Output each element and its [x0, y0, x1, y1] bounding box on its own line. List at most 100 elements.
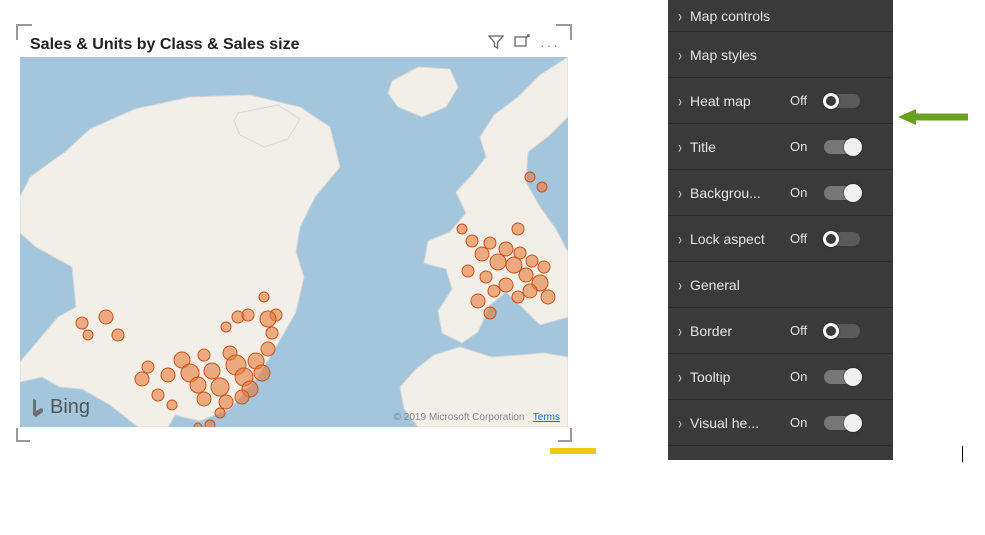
map-svg [20, 57, 568, 427]
panel-row-border[interactable]: ›BorderOff [668, 308, 893, 354]
data-bubble[interactable] [519, 268, 533, 282]
data-bubble[interactable] [484, 307, 496, 319]
panel-row-label: General [690, 277, 790, 293]
data-bubble[interactable] [512, 223, 524, 235]
panel-row-heat-map[interactable]: ›Heat mapOff [668, 78, 893, 124]
bing-label: Bing [50, 396, 90, 419]
panel-row-backgrou[interactable]: ›Backgrou...On [668, 170, 893, 216]
data-bubble[interactable] [167, 400, 177, 410]
data-bubble[interactable] [204, 363, 220, 379]
data-bubble[interactable] [215, 408, 225, 418]
toggle-switch[interactable] [824, 140, 860, 154]
data-bubble[interactable] [514, 247, 526, 259]
toggle-switch[interactable] [824, 186, 860, 200]
data-bubble[interactable] [523, 284, 537, 298]
toggle-knob [823, 323, 839, 339]
data-bubble[interactable] [462, 265, 474, 277]
chevron-right-icon: › [678, 413, 682, 433]
arrow-annotation [898, 108, 968, 126]
data-bubble[interactable] [161, 368, 175, 382]
toggle-knob [823, 93, 839, 109]
toggle-switch[interactable] [824, 94, 860, 108]
data-bubble[interactable] [242, 309, 254, 321]
data-bubble[interactable] [471, 294, 485, 308]
data-bubble[interactable] [475, 247, 489, 261]
data-bubble[interactable] [260, 311, 276, 327]
data-bubble[interactable] [152, 389, 164, 401]
data-bubble[interactable] [205, 420, 215, 427]
toggle-knob [844, 184, 862, 202]
map-canvas[interactable]: Bing © 2019 Microsoft Corporation Terms [20, 57, 568, 427]
data-bubble[interactable] [211, 378, 229, 396]
panel-row-map-controls[interactable]: ›Map controls [668, 0, 893, 32]
toggle-state-text: Off [790, 93, 816, 108]
panel-row-label: Border [690, 323, 790, 339]
chevron-right-icon: › [678, 275, 682, 295]
data-bubble[interactable] [259, 292, 269, 302]
panel-row-label: Tooltip [690, 369, 790, 385]
data-bubble[interactable] [76, 317, 88, 329]
chevron-right-icon: › [678, 367, 682, 387]
toggle-switch[interactable] [824, 324, 860, 338]
data-bubble[interactable] [499, 242, 513, 256]
toggle-switch[interactable] [824, 232, 860, 246]
data-bubble[interactable] [197, 392, 211, 406]
filter-icon[interactable] [488, 34, 504, 55]
data-bubble[interactable] [457, 224, 467, 234]
data-bubble[interactable] [112, 329, 124, 341]
toggle-switch[interactable] [824, 370, 860, 384]
data-bubble[interactable] [221, 322, 231, 332]
focus-mode-icon[interactable] [514, 34, 530, 55]
data-bubble[interactable] [83, 330, 93, 340]
panel-row-visual-he[interactable]: ›Visual he...On [668, 400, 893, 446]
data-bubble[interactable] [537, 182, 547, 192]
panel-row-label: Backgrou... [690, 185, 790, 201]
format-panel: ›Map controls›Map styles›Heat mapOff›Tit… [668, 0, 893, 460]
data-bubble[interactable] [526, 255, 538, 267]
panel-row-label: Title [690, 139, 790, 155]
toggle-state-text: On [790, 185, 816, 200]
data-bubble[interactable] [488, 285, 500, 297]
data-bubble[interactable] [261, 342, 275, 356]
data-bubble[interactable] [541, 290, 555, 304]
terms-link[interactable]: Terms [533, 412, 560, 423]
chevron-right-icon: › [678, 6, 682, 26]
data-bubble[interactable] [266, 327, 278, 339]
data-bubble[interactable] [135, 372, 149, 386]
data-bubble[interactable] [499, 278, 513, 292]
data-bubble[interactable] [490, 254, 506, 270]
panel-row-map-styles[interactable]: ›Map styles [668, 32, 893, 78]
panel-row-tooltip[interactable]: ›TooltipOn [668, 354, 893, 400]
panel-row-title[interactable]: ›TitleOn [668, 124, 893, 170]
landmass [388, 67, 458, 117]
selection-corner-br [558, 428, 572, 442]
data-bubble[interactable] [235, 390, 249, 404]
visual-header: Sales & Units by Class & Sales size ··· [20, 28, 568, 57]
yellow-accent-strip [550, 448, 596, 454]
data-bubble[interactable] [198, 349, 210, 361]
data-bubble[interactable] [194, 423, 202, 427]
data-bubble[interactable] [99, 310, 113, 324]
panel-row-label: Heat map [690, 93, 790, 109]
visual-header-icons: ··· [488, 34, 560, 55]
data-bubble[interactable] [142, 361, 154, 373]
data-bubble[interactable] [512, 291, 524, 303]
landmass [20, 95, 340, 427]
data-bubble[interactable] [254, 365, 270, 381]
data-bubble[interactable] [525, 172, 535, 182]
panel-row-lock-aspect[interactable]: ›Lock aspectOff [668, 216, 893, 262]
data-bubble[interactable] [219, 395, 233, 409]
toggle-knob [844, 368, 862, 386]
map-visual-container: Sales & Units by Class & Sales size ··· … [20, 28, 568, 438]
attribution-text: © 2019 Microsoft Corporation [394, 412, 525, 423]
data-bubble[interactable] [538, 261, 550, 273]
toggle-switch[interactable] [824, 416, 860, 430]
panel-row-general[interactable]: › General [668, 262, 893, 308]
more-options-icon[interactable]: ··· [540, 37, 560, 53]
data-bubble[interactable] [466, 235, 478, 247]
toggle-state-text: Off [790, 323, 816, 338]
data-bubble[interactable] [480, 271, 492, 283]
data-bubble[interactable] [190, 377, 206, 393]
data-bubble[interactable] [484, 237, 496, 249]
toggle-state-text: On [790, 139, 816, 154]
